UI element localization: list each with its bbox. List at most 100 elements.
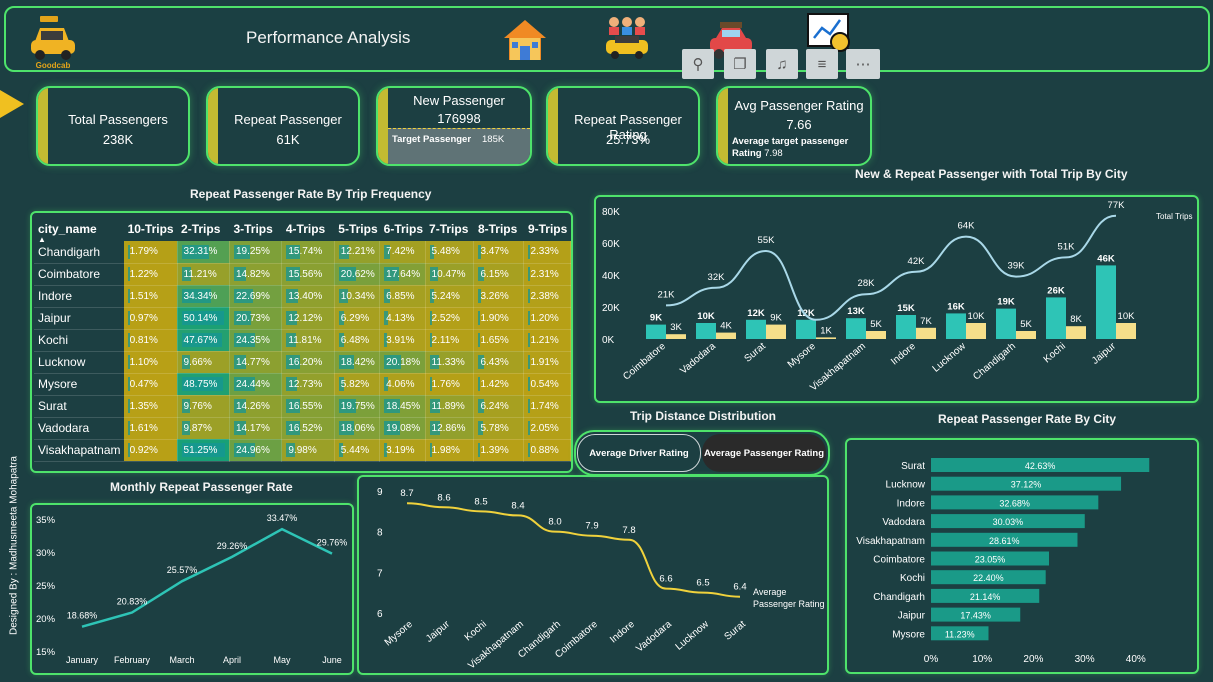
matrix-cell: 14.82% [229,263,283,286]
alert-button[interactable]: ♫ [766,49,798,79]
x-tick: 30% [1075,654,1095,665]
y-tick: 7 [377,568,383,579]
matrix-value: 1.98% [431,444,460,456]
kpi-label: Repeat Passenger Rating [574,112,682,142]
matrix-value: 4.06% [386,378,415,390]
trip-distance-title: Trip Distance Distribution [630,409,777,423]
total-trips-label: 42K [908,256,926,267]
bar-repeat-label: 8K [1070,314,1082,325]
city-chart-title: New & Repeat Passenger with Total Trip B… [855,167,1128,181]
new-repeat-chart: 0K 20K 40K 60K 80K 9K 3K Coimbatore 10K 4K Vadodar… [594,195,1199,403]
databar [338,311,345,325]
matrix-cell: 16.55% [281,395,335,418]
x-tick: 40% [1126,654,1146,665]
matrix-value: 11.89% [431,400,465,412]
databar [233,377,255,391]
matrix-cell: 14.26% [229,395,283,418]
y-tick: 15% [36,647,56,658]
y-tick: Lucknow [886,480,926,491]
matrix-city: Mysore [34,373,124,396]
bar-label: 11.23% [945,629,975,639]
matrix-value: 17.64% [386,268,421,280]
home-icon[interactable] [500,14,550,64]
databar [478,311,481,325]
databar [478,443,481,457]
sort-asc-icon[interactable]: ▲ [38,235,46,244]
x-tick: 0% [924,654,939,665]
matrix-cell: 14.17% [229,417,283,440]
databar [127,267,130,281]
y-tick: Coimbatore [873,555,925,566]
x-tick: Vadodara [678,341,718,377]
total-trips-label: 64K [958,221,976,232]
databar [429,355,440,369]
bar [931,458,1150,472]
y-tick: Indore [897,498,926,509]
databar [233,443,256,457]
point-label: 8.7 [400,488,413,499]
matrix-value: 24.96% [235,444,270,456]
tab-driver-rating[interactable]: Average Driver Rating [577,434,701,472]
more-button[interactable]: ⋯ [846,49,880,79]
matrix-cell: 1.20% [523,307,571,330]
matrix-value: 22.69% [235,290,270,302]
matrix-value: 1.20% [530,312,559,324]
databar [286,443,295,457]
passengers-icon[interactable] [602,14,652,64]
monthly-svg: 15% 20% 25% 30% 35% 18.68% January 20.83% Februa… [36,513,348,665]
x-tick: Surat [723,619,749,643]
passenger-rating-chart: 6 7 8 9 8.7 Mysore 8.6 Jaipur 8.5 Kochi 8.4 Visakha… [357,475,829,675]
kpi-repeat-passenger: Repeat Passenger 61K [206,86,360,166]
databar [127,311,130,325]
matrix-cell: 9.98% [281,439,335,462]
goodcab-logo: Goodcab [28,14,78,70]
databar [478,399,484,413]
nav-arrow-icon[interactable] [0,90,24,118]
series-label-1: Average [753,587,786,597]
point-label: 29.76% [317,538,348,548]
databar [127,443,130,457]
kpi-total-passengers: Total Passengers 238K [36,86,190,166]
matrix-col-header: 10-Trips [127,222,174,236]
x-tick: April [223,655,241,665]
analytics-icon[interactable] [806,12,856,62]
pin-button[interactable]: ⚲ [682,49,714,79]
databar [478,333,481,347]
total-trips-label: 28K [858,278,876,289]
filter-button[interactable]: ≡ [806,49,838,79]
databar [127,421,130,435]
top-header: Goodcab Performance Analysis ⚲ ❐ ♫ ≡ ⋯ [4,6,1210,79]
databar [384,333,388,347]
databar [478,421,484,435]
matrix-cell: 5.78% [473,417,525,440]
matrix-cell: 5.44% [334,439,381,462]
kpi-value: 61K [276,132,300,147]
repeat-city-svg: Surat 42.63% Lucknow 37.12% Indore 32.68% Vado… [856,458,1150,665]
tab-passenger-rating[interactable]: Average Passenger Rating [702,434,826,472]
databar [181,377,223,391]
matrix-cell: 24.96% [229,439,283,462]
bar-repeat-label: 4K [720,321,732,332]
matrix-cell: 19.75% [334,395,381,418]
databar [478,267,484,281]
matrix-row: Vadodara 1.61% 9.87% 14.17% 16.52% 18.06% 19.0… [34,417,571,440]
copy-button[interactable]: ❐ [724,49,756,79]
target-rating: Average target passenger Rating 7.98 [732,136,866,160]
bar-label: 42.63% [1025,461,1056,471]
repeat-city-title: Repeat Passenger Rate By City [938,412,1117,426]
databar [429,333,432,347]
databar [478,289,482,303]
matrix-value: 1.79% [129,246,158,258]
bar-repeat [916,327,936,339]
databar [233,289,254,303]
matrix-cell: 50.14% [177,307,230,330]
bar-new [696,323,716,339]
matrix-col-header: 6-Trips [383,222,424,236]
matrix-cell: 19.25% [229,241,283,264]
databar [528,377,531,391]
matrix-cell: 2.31% [523,263,571,286]
matrix-col-header[interactable]: city_name [38,222,97,236]
bar-new [846,318,866,339]
databar [286,421,301,435]
databar [286,267,300,281]
